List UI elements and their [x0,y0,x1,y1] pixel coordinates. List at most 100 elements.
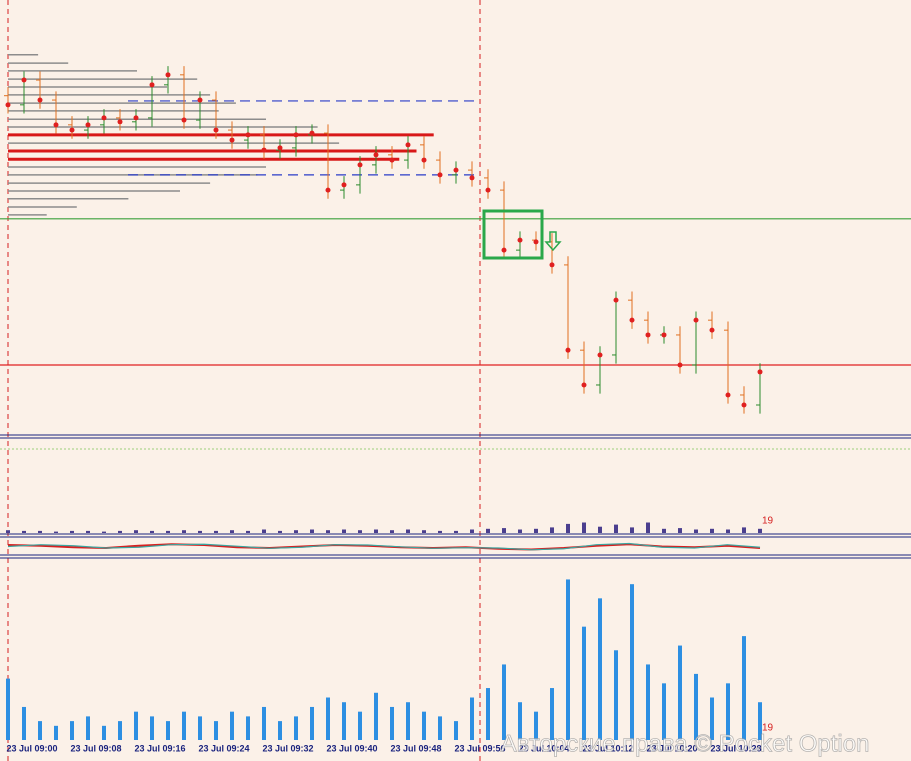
candle-close [501,247,507,253]
bar [646,664,650,740]
bar [662,528,666,533]
bar [614,524,618,533]
time-label: 23 Jul 09:24 [198,743,249,753]
candle-close [405,142,411,148]
last-value-label: 19 [762,516,774,527]
candle-close [533,239,539,245]
candle-close [549,262,555,268]
candle-close [149,82,155,88]
bar [758,528,762,533]
candle-close [437,172,443,178]
bar [630,584,634,740]
bar [726,683,730,740]
time-label: 23 Jul 10:28 [710,743,761,753]
bar [390,530,394,533]
candle-close [53,122,59,128]
bar [406,529,410,533]
bar [86,530,90,533]
bar [54,531,58,533]
candle-close [357,162,363,168]
last-value-label: 19 [762,723,774,734]
bar [630,527,634,533]
bar [422,530,426,533]
candle-close [725,392,731,398]
time-label: 23 Jul 10:20 [646,743,697,753]
bar [694,529,698,533]
bar [214,721,218,740]
candle-close [69,127,75,133]
bar [326,530,330,533]
candle-close [229,137,235,143]
bar [438,530,442,533]
bar [166,721,170,740]
bar [262,706,266,740]
candle-close [693,317,699,323]
bar [582,522,586,533]
candle-close [373,152,379,158]
bar [102,531,106,533]
bar [38,721,42,740]
time-label: 23 Jul 09:00 [6,743,57,753]
bar [598,526,602,533]
bar [678,528,682,533]
panel-separators [0,434,911,559]
bar [182,711,186,740]
bar [310,529,314,533]
candle-close [341,182,347,188]
bar [326,697,330,740]
candle-close [629,317,635,323]
bar [230,530,234,533]
bar [86,716,90,740]
candle-close [389,157,395,163]
bar [614,650,618,740]
candle-close [101,115,107,121]
bar [534,528,538,533]
bar [454,721,458,740]
bar [710,697,714,740]
bar [470,697,474,740]
candle-close [117,119,123,125]
time-label: 23 Jul 09:56 [454,743,505,753]
candle-close [421,157,427,163]
bar [54,725,58,740]
candle-close [85,122,91,128]
bar [134,530,138,533]
time-label: 23 Jul 09:48 [390,743,441,753]
candle-close [453,167,459,173]
bar [758,702,762,740]
bar [390,706,394,740]
bar [502,664,506,740]
bar [502,528,506,533]
bar [518,702,522,740]
bar [134,711,138,740]
bar [678,645,682,740]
bar [22,530,26,533]
bar [262,529,266,533]
oscillator-line [7,542,761,551]
candle-close [613,297,619,303]
watermark: Авторские права © Pocket Option [501,730,870,757]
bar [310,706,314,740]
candle-close [565,347,571,353]
candle-close [517,237,523,243]
bar [198,716,202,740]
bar [694,673,698,740]
bar [582,626,586,740]
bar [566,523,570,533]
bar [742,527,746,533]
candle-close [213,127,219,133]
bar [294,530,298,533]
plot: 19 19 23 Jul 09:00 23 Jul 09:08 23 Jul 09:16… [0,54,911,753]
candle-close [261,147,267,153]
bar [534,711,538,740]
bar [166,530,170,533]
bar [102,725,106,740]
bar [70,721,74,740]
candle-close [485,187,491,193]
candle-close [741,402,747,408]
candle-close [581,382,587,388]
bar [662,683,666,740]
bar [374,692,378,740]
candle-close [661,332,667,338]
arrow [544,231,562,252]
